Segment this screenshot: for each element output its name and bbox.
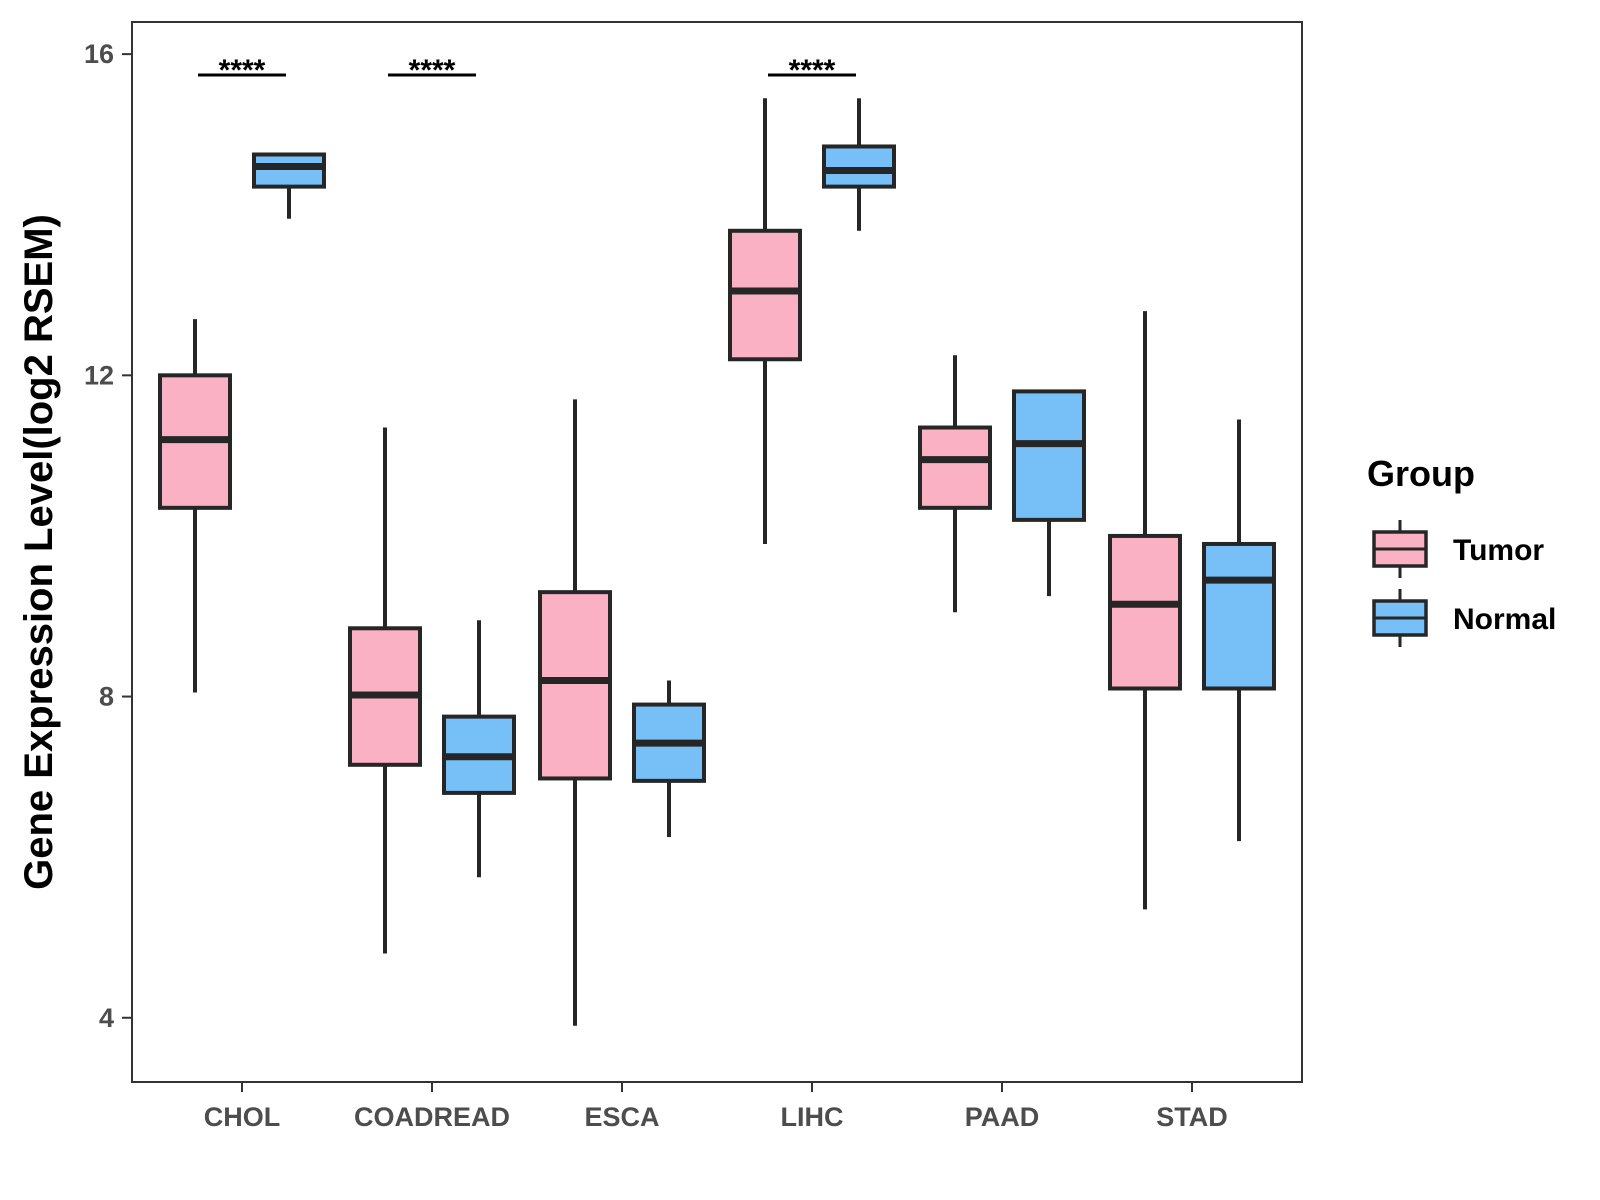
y-tick-label: 16 [84,39,114,69]
box-tumor-stad [1108,533,1182,691]
significance-label-chol: **** [219,54,266,87]
box-normal-chol [252,152,326,189]
x-tick-label: LIHC [781,1102,844,1132]
box-normal-lihc [822,144,896,189]
box-tumor-esca [538,590,612,781]
box-normal-stad [1202,541,1276,691]
significance-label-coadread: **** [409,54,456,87]
x-tick-label: ESCA [584,1102,659,1132]
x-tick-label: CHOL [204,1102,281,1132]
box-tumor-paad [918,425,992,510]
significance-label-lihc: **** [789,54,836,87]
x-tick-label: COADREAD [354,1102,510,1132]
legend-label-normal: Normal [1453,603,1556,636]
y-axis-title: Gene Expression Level(log2 RSEM) [17,214,61,890]
box-normal-paad [1012,389,1086,522]
y-tick-label: 4 [99,1003,114,1033]
y-tick-label: 12 [84,360,114,390]
legend-title: Group [1367,453,1475,494]
x-tick-label: STAD [1156,1102,1228,1132]
y-tick-label: 8 [99,682,114,712]
x-tick-label: PAAD [965,1102,1040,1132]
legend-label-tumor: Tumor [1453,534,1544,567]
plot-panel-border [131,21,1303,1083]
box-tumor-lihc [728,228,802,362]
